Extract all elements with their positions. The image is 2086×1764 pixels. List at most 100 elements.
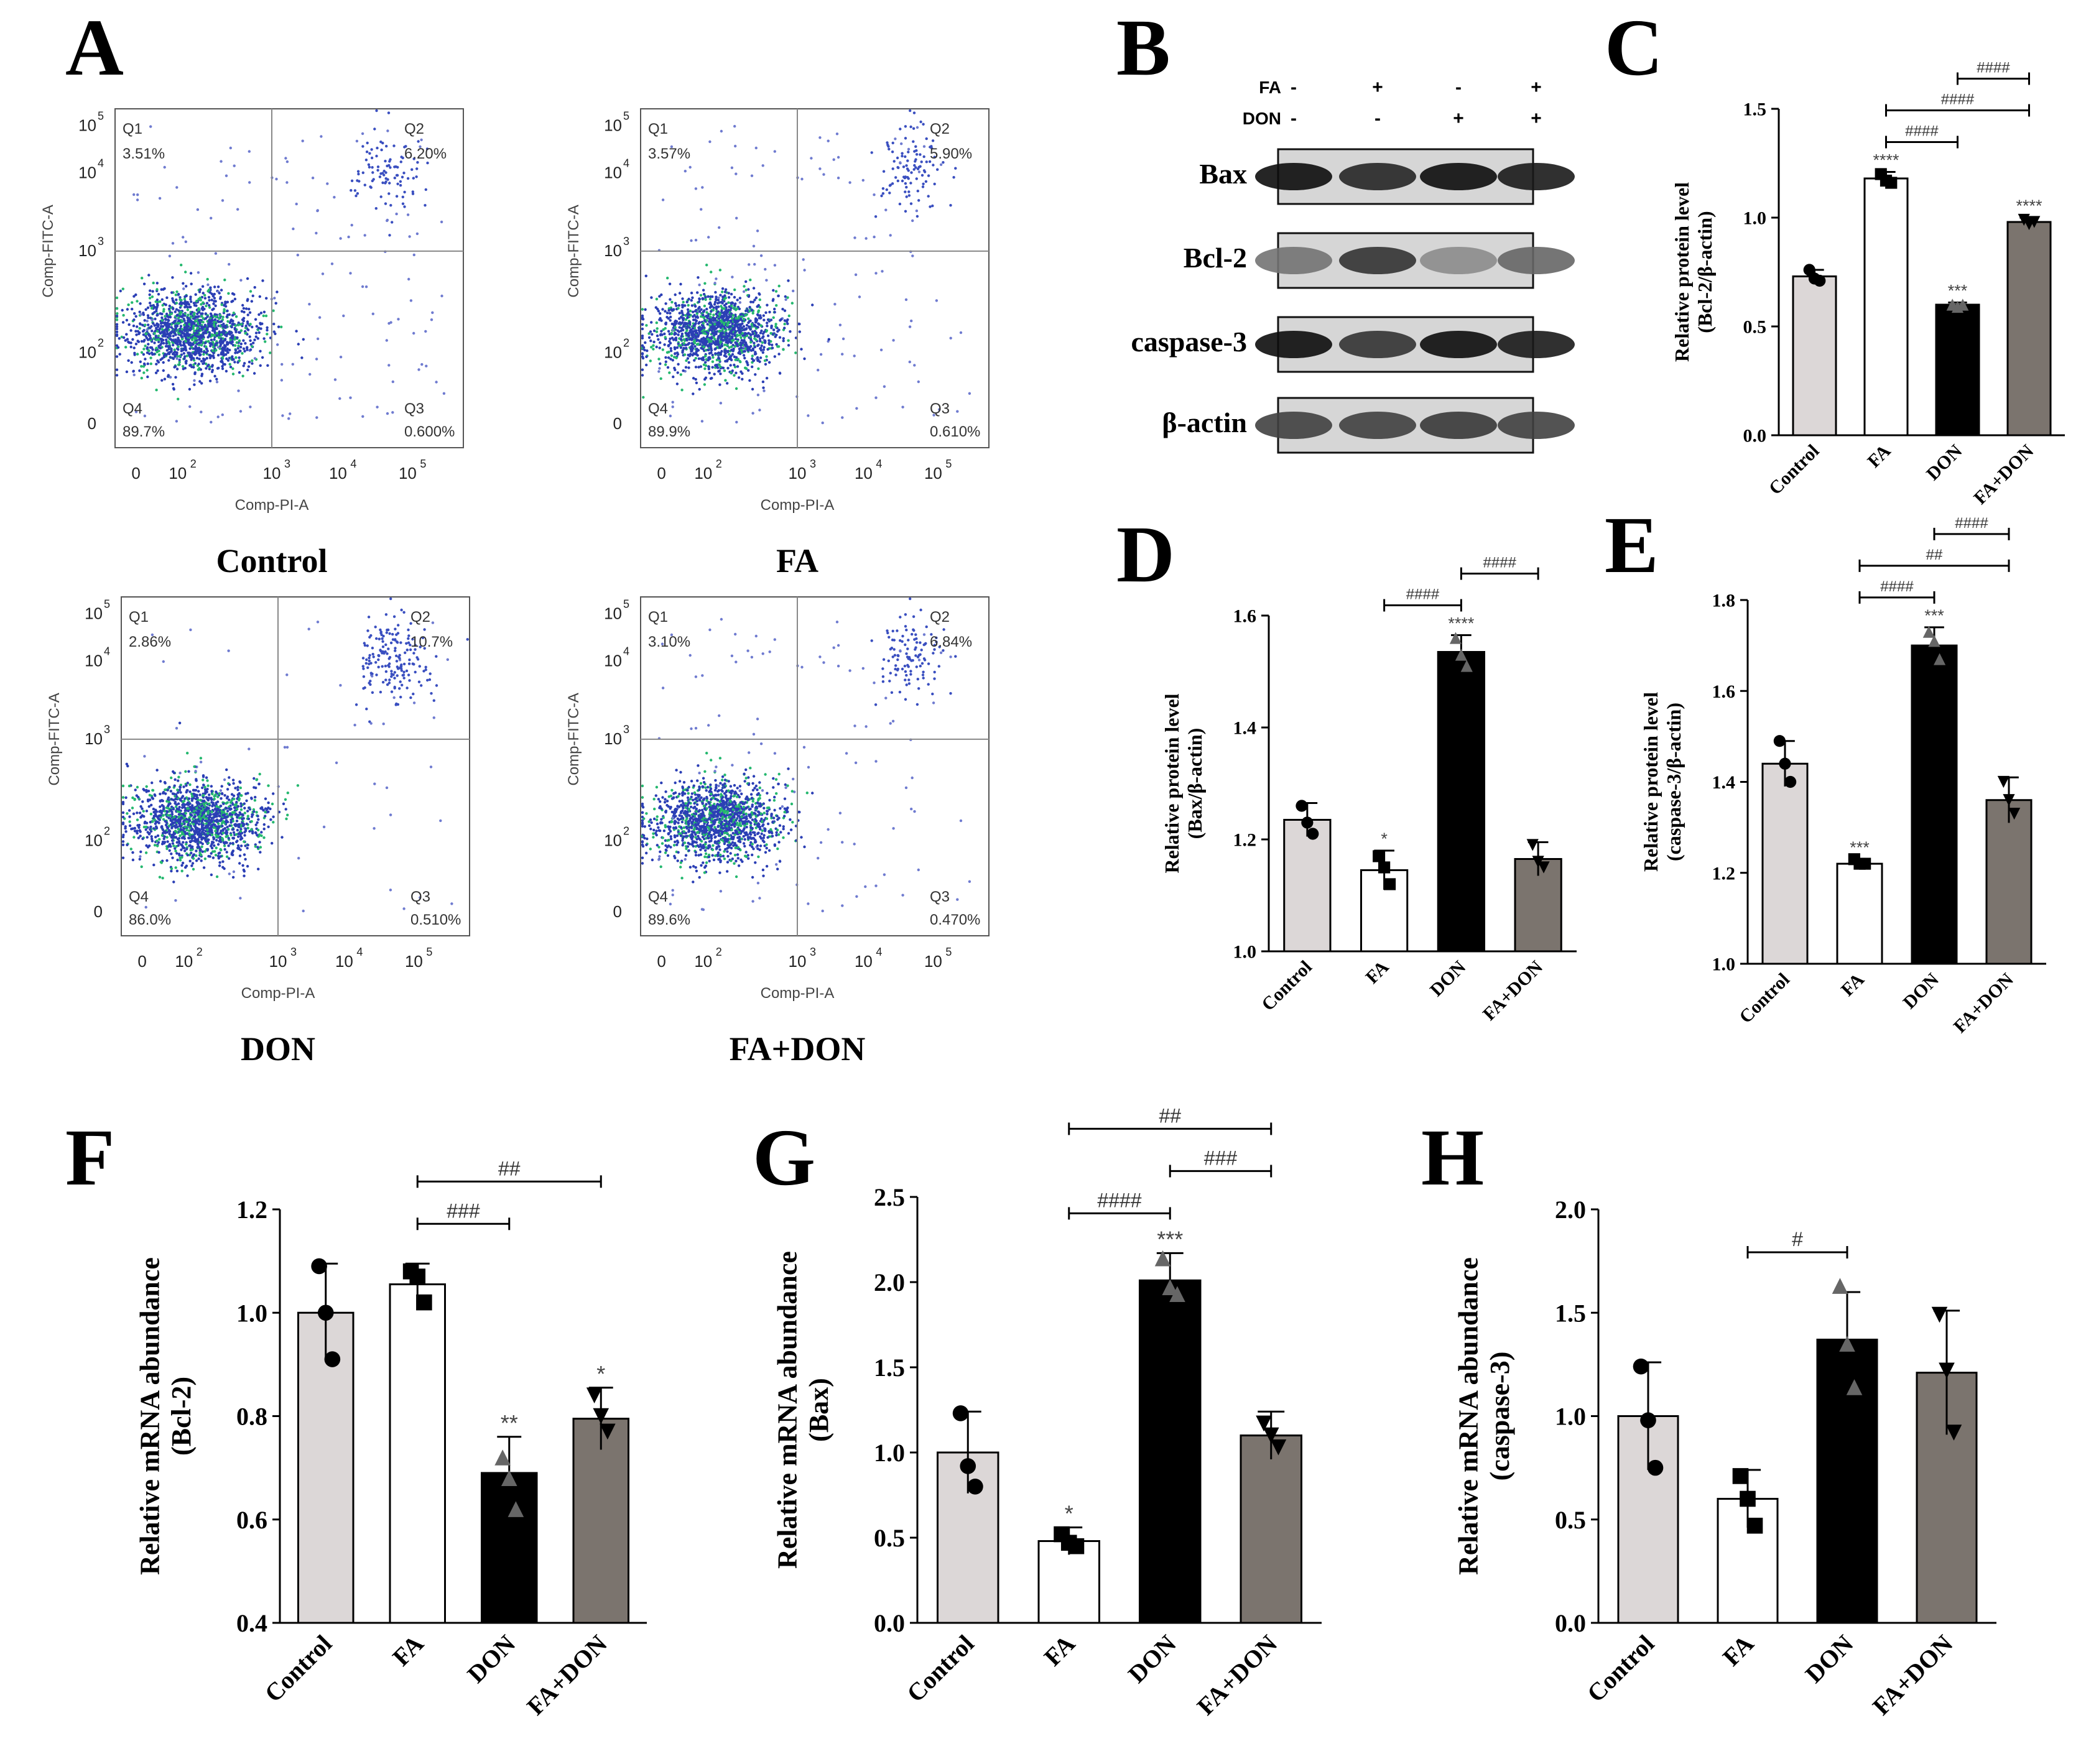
event-dot — [783, 309, 787, 312]
event-dot — [736, 343, 739, 346]
event-dot — [229, 821, 233, 824]
event-dot — [157, 851, 160, 854]
event-dot — [177, 802, 180, 805]
event-dot — [770, 325, 773, 328]
event-dot — [125, 318, 129, 322]
event-dot — [686, 357, 690, 360]
event-dot — [286, 792, 289, 795]
event-dot — [189, 824, 192, 828]
event-dot — [763, 318, 766, 321]
event-dot — [231, 842, 234, 845]
event-dot — [212, 345, 215, 349]
event-dot — [171, 297, 174, 300]
event-dot — [917, 380, 920, 384]
event-dot — [670, 332, 674, 335]
event-dot — [692, 315, 695, 318]
event-dot — [709, 295, 712, 298]
event-dot — [227, 292, 230, 295]
event-dot — [787, 279, 790, 282]
event-dot — [709, 377, 713, 380]
event-dot — [142, 362, 146, 366]
event-dot — [387, 364, 391, 367]
event-dot — [197, 297, 200, 301]
event-dot — [121, 801, 125, 804]
event-dot — [184, 770, 187, 773]
event-dot — [690, 239, 693, 242]
event-dot — [710, 339, 713, 343]
event-dot — [792, 289, 795, 293]
event-dot — [233, 803, 236, 806]
event-dot — [154, 814, 157, 817]
event-dot — [896, 156, 899, 160]
event-dot — [645, 363, 648, 367]
event-dot — [697, 343, 700, 346]
event-dot — [435, 655, 438, 658]
event-dot — [175, 186, 178, 189]
event-dot — [233, 164, 236, 167]
event-dot — [734, 358, 737, 361]
event-dot — [695, 350, 698, 354]
event-dot — [132, 193, 136, 196]
event-dot — [183, 300, 187, 303]
event-dot — [202, 301, 205, 304]
event-dot — [210, 873, 213, 877]
event-dot — [417, 368, 420, 371]
event-dot — [214, 304, 217, 307]
event-dot — [160, 357, 164, 360]
event-dot — [249, 339, 252, 342]
event-dot — [185, 843, 188, 846]
event-dot — [253, 786, 256, 789]
event-dot — [861, 178, 865, 182]
event-dot — [891, 167, 894, 170]
event-dot — [237, 344, 240, 348]
event-dot — [154, 371, 158, 374]
event-dot — [385, 339, 388, 342]
event-dot — [755, 320, 758, 323]
event-dot — [375, 109, 378, 113]
event-dot — [720, 338, 723, 341]
event-dot — [155, 313, 159, 317]
event-dot — [407, 641, 410, 644]
event-dot — [837, 155, 840, 159]
event-dot — [221, 199, 225, 202]
event-dot — [231, 875, 235, 879]
event-dot — [772, 316, 775, 319]
event-dot — [364, 285, 368, 289]
event-dot — [139, 360, 142, 363]
event-dot — [939, 163, 943, 166]
event-dot — [907, 147, 911, 151]
event-dot — [318, 316, 322, 319]
event-dot — [163, 835, 166, 838]
event-dot — [260, 834, 263, 838]
event-dot — [363, 644, 367, 647]
event-dot — [179, 301, 182, 304]
event-dot — [178, 798, 182, 801]
event-dot — [213, 344, 217, 347]
event-dot — [239, 805, 243, 808]
event-dot — [870, 151, 873, 154]
event-dot — [747, 295, 751, 298]
event-dot — [686, 312, 689, 316]
event-dot — [914, 166, 917, 169]
event-dot — [411, 190, 414, 193]
event-dot — [778, 372, 782, 375]
event-dot — [187, 313, 190, 316]
event-dot — [787, 339, 790, 342]
event-dot — [416, 161, 419, 164]
event-dot — [151, 839, 154, 843]
event-dot — [371, 691, 374, 695]
event-dot — [277, 325, 280, 328]
event-dot — [197, 307, 200, 310]
event-dot — [911, 219, 914, 223]
event-dot — [262, 310, 266, 313]
event-dot — [874, 272, 878, 275]
event-dot — [200, 382, 203, 385]
event-dot — [702, 321, 705, 325]
event-dot — [703, 383, 707, 386]
event-dot — [406, 177, 410, 180]
event-dot — [719, 402, 723, 405]
event-dot — [739, 323, 743, 326]
event-dot — [910, 319, 913, 323]
event-dot — [242, 347, 246, 350]
event-dot — [718, 269, 722, 272]
